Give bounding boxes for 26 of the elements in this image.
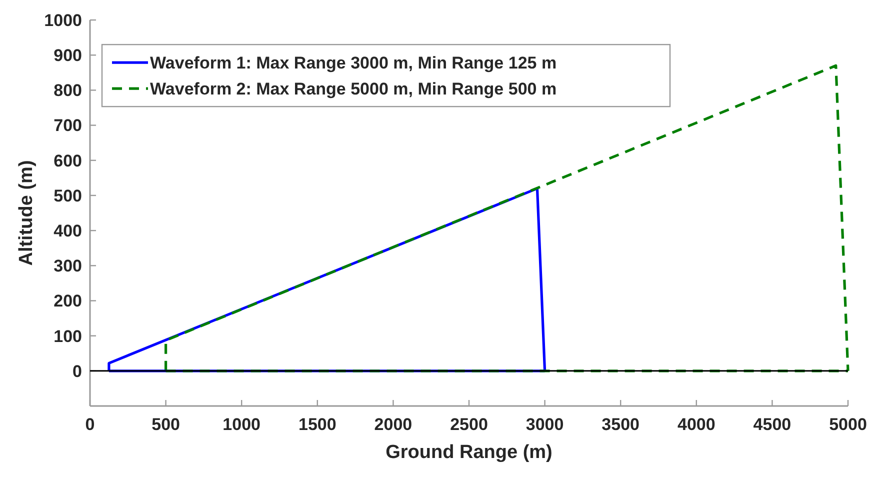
y-tick-label: 700 [54, 116, 82, 136]
y-tick-label: 900 [54, 46, 82, 66]
y-tick-label: 0 [72, 362, 82, 381]
x-tick-label: 4500 [753, 415, 792, 434]
y-tick-label: 800 [54, 81, 82, 100]
x-tick-label: 5000 [829, 415, 867, 434]
x-tick-label: 1000 [222, 415, 261, 434]
x-tick-label: 4000 [677, 415, 716, 434]
x-tick-label: 500 [152, 415, 180, 434]
y-tick-label: 1000 [44, 10, 82, 30]
legend-label: Waveform 1: Max Range 3000 m, Min Range 125 m [150, 54, 557, 73]
x-axis-title: Ground Range (m) [386, 442, 552, 463]
y-tick-label: 100 [54, 326, 82, 346]
y-tick-label: 200 [54, 292, 82, 311]
y-tick-label: 300 [54, 256, 82, 276]
y-tick-label: 400 [54, 221, 82, 240]
x-tick-label: 1500 [298, 415, 336, 434]
y-tick-label: 600 [54, 151, 82, 170]
x-tick-label: 2000 [374, 415, 412, 434]
x-tick-label: 3500 [602, 415, 640, 434]
x-tick-label: 2500 [450, 415, 488, 434]
legend-label: Waveform 2: Max Range 5000 m, Min Range 500 m [150, 80, 557, 99]
x-tick-label: 0 [85, 415, 95, 434]
y-tick-label: 500 [54, 186, 82, 206]
y-axis-title: Altitude (m) [16, 160, 37, 266]
x-tick-label: 3000 [526, 415, 564, 434]
